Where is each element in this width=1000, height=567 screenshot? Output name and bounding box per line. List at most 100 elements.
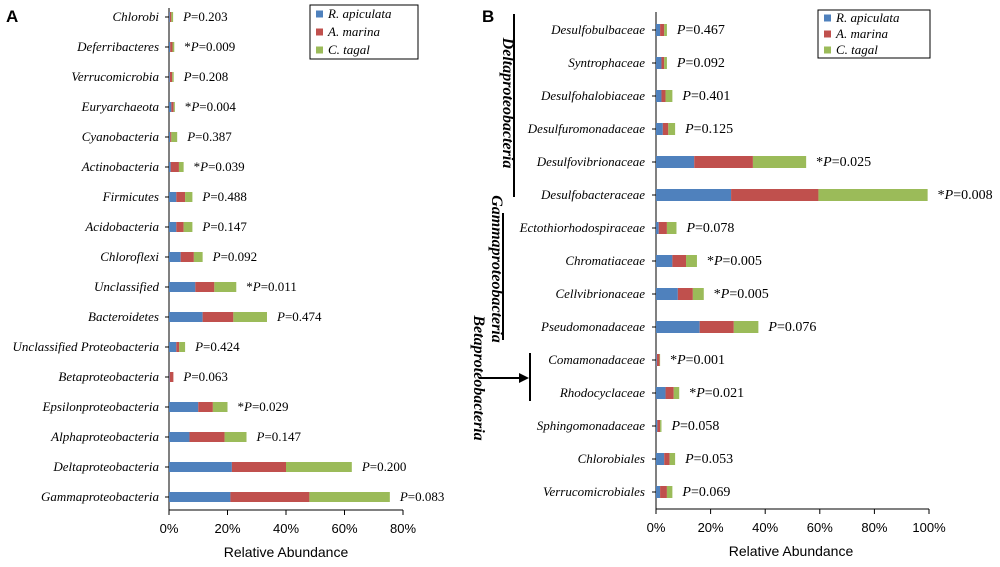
bar-a-marina-sphingomonadaceae [657, 420, 661, 432]
p-value-label-cyanobacteria: P=0.387 [186, 129, 232, 144]
bar-c-tagal-desulfobacteraceae [818, 189, 928, 201]
category-label-verrucomicrobiales: Verrucomicrobiales [543, 484, 645, 499]
bar-c-tagal-verrucomicrobia [172, 72, 174, 82]
p-value-label-desulfobulbaceae: P=0.467 [676, 23, 725, 38]
p-value-label-cellvibrionaceae: *P=0.005 [714, 287, 769, 302]
legend-swatch-r-apiculata [824, 14, 831, 22]
x-axis-label: Relative Abundance [224, 544, 349, 560]
x-tick-label: 20% [698, 520, 724, 535]
bar-c-tagal-desulfohalobiaceae [665, 90, 673, 102]
p-value-label-euryarchaeota: *P=0.004 [185, 99, 237, 114]
x-tick-label: 0% [647, 520, 666, 535]
panel-letter: A [6, 7, 18, 26]
bar-c-tagal-unclassified-proteobacteria [179, 342, 186, 352]
category-label-desulfobulbaceae: Desulfobulbaceae [550, 22, 645, 37]
category-label-euryarchaeota: Euryarchaeota [81, 99, 160, 114]
category-label-chlorobi: Chlorobi [113, 9, 160, 24]
x-tick-label: 40% [752, 520, 778, 535]
bar-c-tagal-cellvibrionaceae [692, 288, 704, 300]
bar-a-marina-verrucomicrobia [169, 72, 173, 82]
bar-r-apiculata-betaproteobacteria [169, 372, 170, 382]
category-label-pseudomonadaceae: Pseudomonadaceae [540, 319, 645, 334]
category-label-cyanobacteria: Cyanobacteria [82, 129, 160, 144]
bar-r-apiculata-bacteroidetes [169, 312, 203, 322]
legend-label-c-tagal: C. tagal [328, 42, 370, 57]
bar-a-marina-pseudomonadaceae [699, 321, 734, 333]
legend-label-a-marina: A. marina [835, 26, 889, 41]
category-label-chloroflexi: Chloroflexi [100, 249, 159, 264]
bar-r-apiculata-rhodocyclaceae [656, 387, 666, 399]
bar-a-marina-deltaproteobacteria [231, 462, 286, 472]
group-label-betaproteobacteria: Betaproteobacteria [470, 314, 487, 440]
category-label-acidobacteria: Acidobacteria [84, 219, 159, 234]
bar-c-tagal-syntrophaceae [664, 57, 667, 69]
bar-a-marina-chlorobiales [664, 453, 670, 465]
bar-a-marina-chlorobi [169, 12, 172, 22]
x-tick-label: 20% [214, 521, 240, 536]
bar-c-tagal-ectothiorhodospiraceae [666, 222, 677, 234]
p-value-label-deltaproteobacteria: P=0.200 [361, 459, 407, 474]
bar-r-apiculata-actinobacteria [169, 162, 171, 172]
p-value-label-comamonadaceae: *P=0.001 [670, 353, 725, 368]
bar-c-tagal-euryarchaeota [173, 102, 175, 112]
bar-r-apiculata-desulfobacteraceae [656, 189, 732, 201]
x-tick-label: 80% [390, 521, 416, 536]
p-value-label-pseudomonadaceae: P=0.076 [767, 320, 816, 335]
legend-box [817, 9, 931, 59]
p-value-label-desulfuromonadaceae: P=0.125 [684, 122, 733, 137]
p-value-label-firmicutes: P=0.488 [201, 189, 247, 204]
bar-a-marina-desulfohalobiaceae [661, 90, 666, 102]
panel-a: A 0% 20% 40% 60% 80% Relative Abundance Chlorob… [6, 4, 445, 560]
bar-r-apiculata-pseudomonadaceae [656, 321, 700, 333]
bar-r-apiculata-epsilonproteobacteria [169, 402, 199, 412]
bar-c-tagal-gammaproteobacteria [309, 492, 390, 502]
bar-r-apiculata-desulfuromonadaceae [656, 123, 663, 135]
bar-c-tagal-firmicutes [185, 192, 193, 202]
bar-a-marina-ectothiorhodospiraceae [658, 222, 667, 234]
p-value-label-acidobacteria: P=0.147 [201, 219, 247, 234]
p-value-label-gammaproteobacteria: P=0.083 [399, 489, 445, 504]
bar-a-marina-epsilonproteobacteria [198, 402, 213, 412]
bar-a-marina-betaproteobacteria [169, 372, 174, 382]
bar-a-marina-firmicutes [176, 192, 186, 202]
bar-c-tagal-comamonadaceae [659, 354, 661, 366]
p-value-label-syntrophaceae: P=0.092 [676, 56, 725, 71]
bar-a-marina-desulfobacteraceae [731, 189, 819, 201]
category-label-verrucomicrobia: Verrucomicrobia [71, 69, 159, 84]
p-value-label-verrucomicrobiales: P=0.069 [681, 485, 730, 500]
bar-r-apiculata-chromatiaceae [656, 255, 673, 267]
category-label-ectothiorhodospiraceae: Ectothiorhodospiraceae [519, 220, 646, 235]
legend-label-r-apiculata: R. apiculata [327, 6, 392, 21]
bar-a-marina-acidobacteria [176, 222, 184, 232]
x-tick-label: 80% [861, 520, 887, 535]
category-label-deltaproteobacteria: Deltaproteobacteria [52, 459, 159, 474]
bar-c-tagal-desulfobulbaceae [664, 24, 667, 36]
category-label-chromatiaceae: Chromatiaceae [565, 253, 645, 268]
bar-r-apiculata-desulfohalobiaceae [656, 90, 662, 102]
category-label-desulfohalobiaceae: Desulfohalobiaceae [540, 88, 645, 103]
p-value-label-actinobacteria: *P=0.039 [194, 159, 245, 174]
category-label-unclassified: Unclassified [94, 279, 159, 294]
p-value-label-rhodocyclaceae: *P=0.021 [689, 386, 744, 401]
bar-r-apiculata-alphaproteobacteria [169, 432, 190, 442]
panel-b: B 0% 20% 40% 60% 80% 100% Relative Abundance Des… [470, 7, 993, 559]
category-label-chlorobiales: Chlorobiales [578, 451, 645, 466]
bar-r-apiculata-verrucomicrobia [169, 72, 170, 82]
bar-a-marina-cellvibrionaceae [677, 288, 693, 300]
bar-c-tagal-unclassified [214, 282, 237, 292]
category-label-firmicutes: Firmicutes [102, 189, 159, 204]
bar-r-apiculata-verrucomicrobiales [656, 486, 661, 498]
p-value-label-bacteroidetes: P=0.474 [276, 309, 322, 324]
category-label-sphingomonadaceae: Sphingomonadaceae [537, 418, 646, 433]
bar-r-apiculata-cyanobacteria [169, 132, 171, 142]
p-value-label-unclassified: *P=0.011 [246, 279, 297, 294]
bar-a-marina-desulfuromonadaceae [662, 123, 669, 135]
bar-c-tagal-epsilonproteobacteria [212, 402, 228, 412]
p-value-label-deferribacteres: *P=0.009 [184, 39, 235, 54]
bar-c-tagal-pseudomonadaceae [733, 321, 759, 333]
bar-c-tagal-chromatiaceae [686, 255, 697, 267]
bar-r-apiculata-chlorobi [169, 12, 170, 22]
p-value-label-alphaproteobacteria: P=0.147 [256, 429, 302, 444]
p-value-label-unclassified-proteobacteria: P=0.424 [194, 339, 240, 354]
bar-r-apiculata-euryarchaeota [169, 102, 172, 112]
